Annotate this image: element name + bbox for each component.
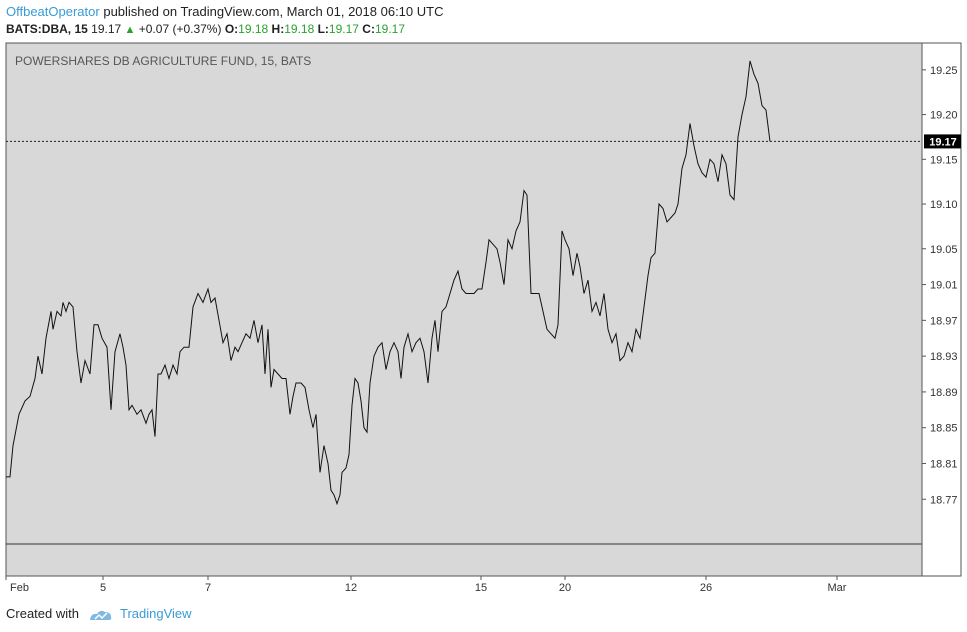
y-tick-label: 19.25 <box>930 65 958 77</box>
x-tick-label: 15 <box>475 582 487 594</box>
chart-title: POWERSHARES DB AGRICULTURE FUND, 15, BAT… <box>15 54 311 68</box>
low-value: 19.17 <box>328 22 359 36</box>
price-axis <box>921 42 962 577</box>
y-tick-label: 18.85 <box>930 423 958 435</box>
y-axis-ticks: 18.77 18.81 18.85 18.89 18.93 18.97 19.01 19.05… <box>922 65 958 506</box>
price-change: +0.07 (+0.37%) <box>138 22 222 36</box>
open-value: 19.18 <box>238 22 269 36</box>
x-axis-ticks: Feb 5 7 12 15 20 26 Mar <box>5 576 847 594</box>
y-tick-label: 18.77 <box>930 494 958 506</box>
high-label: H: <box>271 22 285 36</box>
y-tick-label: 18.93 <box>930 351 958 363</box>
last-price-badge <box>924 134 961 149</box>
y-tick-label: 18.89 <box>930 387 958 399</box>
published-text: published on TradingView.com, March 01, … <box>103 4 444 19</box>
x-tick-label: 5 <box>100 582 106 594</box>
close-label: C: <box>362 22 375 36</box>
quote-summary: BATS:DBA, 15 19.17 ▲ +0.07 (+0.37%) O:19… <box>6 22 405 36</box>
tradingview-link[interactable]: TradingView <box>120 606 192 621</box>
y-tick-label: 18.97 <box>930 315 958 327</box>
created-with-text: Created with <box>6 606 79 621</box>
y-tick-label: 19.10 <box>930 199 958 211</box>
x-tick-label: Feb <box>10 582 29 594</box>
x-tick-label: 26 <box>700 582 712 594</box>
plot-area <box>5 42 923 577</box>
y-tick-label: 19.20 <box>930 110 958 122</box>
x-tick-label: 12 <box>345 582 357 594</box>
symbol-label: BATS:DBA, 15 <box>6 22 88 36</box>
footer: Created with TradingView <box>6 606 192 622</box>
tradingview-logo-icon <box>89 610 111 620</box>
y-tick-label: 19.05 <box>930 244 958 256</box>
y-tick-label: 18.81 <box>930 458 958 470</box>
price-series-line <box>6 60 771 506</box>
open-label: O: <box>224 22 239 36</box>
x-tick-label: Mar <box>828 582 847 594</box>
author-link[interactable]: OffbeatOperator <box>6 4 100 19</box>
up-arrow-icon: ▲ <box>124 24 136 36</box>
close-value: 19.17 <box>374 22 405 36</box>
low-label: L: <box>317 22 329 36</box>
y-tick-label: 19.15 <box>930 154 958 166</box>
high-value: 19.18 <box>284 22 315 36</box>
x-tick-label: 20 <box>559 582 571 594</box>
x-tick-label: 7 <box>205 582 211 594</box>
last-price: 19.17 <box>91 22 122 36</box>
y-tick-label: 19.01 <box>930 280 958 292</box>
chart-header-publish-info: OffbeatOperator published on TradingView… <box>6 4 443 19</box>
last-price-badge-label: 19.17 <box>929 136 957 148</box>
